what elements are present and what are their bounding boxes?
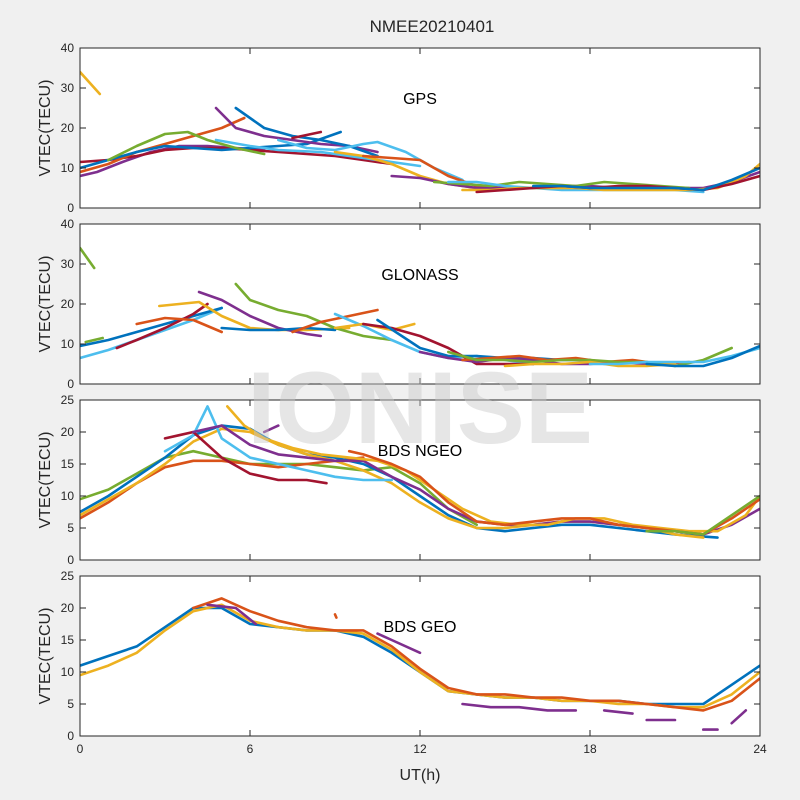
series-line-7 bbox=[602, 709, 634, 715]
axes-background bbox=[80, 224, 760, 384]
y-tick-label: 10 bbox=[61, 161, 75, 175]
series-line-5 bbox=[163, 405, 394, 482]
y-tick-label: 0 bbox=[67, 553, 74, 567]
x-tick-label: 6 bbox=[247, 742, 254, 756]
y-tick-label: 25 bbox=[61, 393, 75, 407]
y-tick-label: 40 bbox=[61, 217, 75, 231]
series-line-9 bbox=[234, 106, 379, 158]
series-line-18 bbox=[446, 346, 734, 368]
series-line-9 bbox=[234, 282, 394, 342]
series-group bbox=[80, 597, 760, 731]
series-line-6 bbox=[135, 316, 223, 334]
series-line-10 bbox=[730, 709, 748, 725]
x-tick-label: 24 bbox=[753, 742, 767, 756]
y-axis-label: VTEC(TECU) bbox=[37, 432, 54, 529]
y-tick-label: 25 bbox=[61, 569, 75, 583]
y-tick-label: 15 bbox=[61, 457, 75, 471]
series-line-4 bbox=[80, 116, 246, 174]
series-line-1 bbox=[80, 70, 102, 96]
y-tick-label: 10 bbox=[61, 489, 75, 503]
y-tick-label: 0 bbox=[67, 729, 74, 743]
y-tick-label: 15 bbox=[61, 633, 75, 647]
series-line-11 bbox=[333, 613, 338, 619]
panels: 0 10 20 30 40 VTEC(TECU) GPS 0 10 20 30 40 VTEC(TECU… bbox=[37, 41, 767, 784]
series-line-3 bbox=[192, 597, 760, 712]
panel-label: BDS NGEO bbox=[378, 443, 462, 460]
x-tick-label: 18 bbox=[583, 742, 597, 756]
series-line-20 bbox=[588, 346, 760, 366]
series-line-6 bbox=[461, 702, 578, 712]
series-line-11 bbox=[262, 424, 280, 434]
series-line-19 bbox=[503, 360, 677, 368]
series-group bbox=[80, 70, 760, 194]
series-line-10 bbox=[645, 494, 760, 536]
series-line-6 bbox=[163, 430, 328, 485]
series-line-11 bbox=[291, 130, 323, 140]
panel-gps: 0 10 20 30 40 VTEC(TECU) GPS bbox=[37, 41, 761, 215]
x-axis-label: UT(h) bbox=[400, 767, 441, 784]
y-tick-label: 40 bbox=[61, 41, 75, 55]
series-line-4 bbox=[80, 306, 223, 348]
y-tick-label: 5 bbox=[67, 697, 74, 711]
series-line-1 bbox=[80, 246, 96, 270]
series-line-6 bbox=[107, 130, 266, 162]
y-tick-label: 20 bbox=[61, 425, 75, 439]
y-axis-label: VTEC(TECU) bbox=[37, 80, 54, 177]
watermark: IONISE bbox=[247, 351, 593, 465]
series-line-19 bbox=[531, 166, 760, 192]
panel-label: GPS bbox=[403, 91, 437, 108]
y-tick-label: 20 bbox=[61, 601, 75, 615]
y-tick-label: 20 bbox=[61, 121, 75, 135]
y-tick-label: 20 bbox=[61, 297, 75, 311]
series-group bbox=[80, 405, 760, 539]
series-line-8 bbox=[226, 405, 760, 533]
series-line-3 bbox=[84, 336, 104, 344]
figure-title: NMEE20210401 bbox=[370, 17, 495, 36]
series-line-8 bbox=[197, 290, 323, 338]
series-line-5 bbox=[376, 632, 422, 655]
y-tick-label: 30 bbox=[61, 81, 75, 95]
panel-glonass: 0 10 20 30 40 VTEC(TECU) GLONASS bbox=[37, 217, 761, 391]
series-line-4 bbox=[206, 603, 257, 626]
y-tick-label: 10 bbox=[61, 337, 75, 351]
panel-label: BDS GEO bbox=[384, 619, 457, 636]
series-line-10 bbox=[220, 326, 337, 332]
y-axis-label: VTEC(TECU) bbox=[37, 608, 54, 705]
series-line-21 bbox=[645, 344, 760, 368]
y-tick-label: 10 bbox=[61, 665, 75, 679]
series-line-11 bbox=[291, 308, 379, 334]
panel-label: GLONASS bbox=[381, 267, 458, 284]
series-line-7 bbox=[214, 138, 422, 168]
x-tick-label: 0 bbox=[77, 742, 84, 756]
y-tick-label: 0 bbox=[67, 377, 74, 391]
y-axis-label: VTEC(TECU) bbox=[37, 256, 54, 353]
panel-bds-ngeo: 0 5 10 15 20 25 VTEC(TECU) BDS NGEO bbox=[37, 393, 761, 567]
axes-background bbox=[80, 48, 760, 208]
series-group bbox=[80, 246, 760, 368]
y-tick-label: 0 bbox=[67, 201, 74, 215]
panel-bds-geo: 0 5 10 15 20 25 0 6 12 18 24 VTEC(TECU) BDS GEO UT(h) bbox=[37, 569, 767, 784]
y-tick-label: 30 bbox=[61, 257, 75, 271]
x-tick-label: 12 bbox=[413, 742, 427, 756]
axes-background bbox=[80, 576, 760, 736]
series-line-5 bbox=[115, 302, 209, 350]
y-tick-label: 5 bbox=[67, 521, 74, 535]
